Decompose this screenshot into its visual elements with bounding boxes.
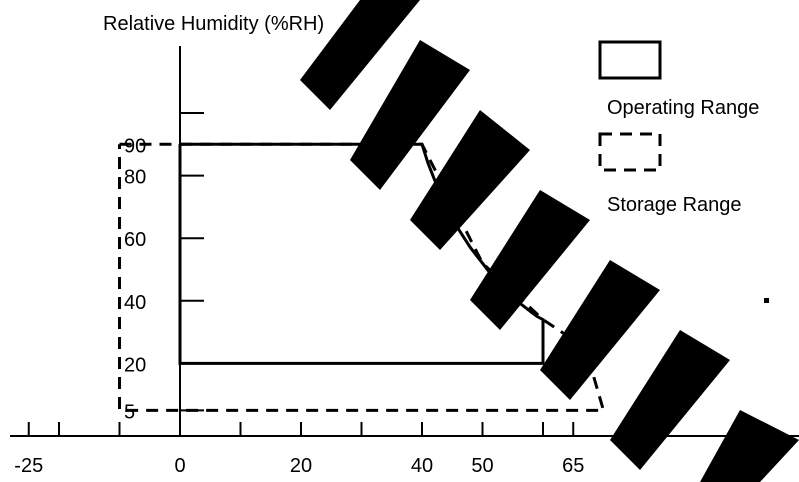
stray-dot [764, 298, 769, 303]
legend-label-operating: Operating Range [607, 97, 759, 119]
y-tick-label: 60 [124, 229, 146, 251]
legend-label-storage: Storage Range [607, 194, 742, 216]
series-line-storage [118, 142, 606, 412]
legend: Operating Range Storage Range [598, 40, 759, 216]
y-tick-label: 80 [124, 167, 146, 189]
y-tick-label: 40 [124, 292, 146, 314]
y-tick-label: 5 [124, 401, 135, 423]
x-ticks: -25 0 20 40 50 65 [14, 422, 584, 477]
watermark [300, 0, 799, 482]
x-tick-label: 50 [471, 455, 493, 477]
y-axis-title: Relative Humidity (%RH) [103, 13, 324, 35]
x-tick-label: 65 [562, 455, 584, 477]
x-tick-label: 20 [290, 455, 312, 477]
x-tick-label: 0 [174, 455, 185, 477]
y-tick-label: 90 [124, 135, 146, 157]
legend-swatch-storage [598, 132, 662, 172]
x-tick-label: -25 [14, 455, 43, 477]
y-ticks: 5 20 40 60 80 90 [124, 112, 204, 423]
y-tick-label: 20 [124, 354, 146, 376]
x-tick-label: 40 [411, 455, 433, 477]
series-layer [118, 142, 606, 412]
legend-swatch-operating [598, 40, 662, 80]
